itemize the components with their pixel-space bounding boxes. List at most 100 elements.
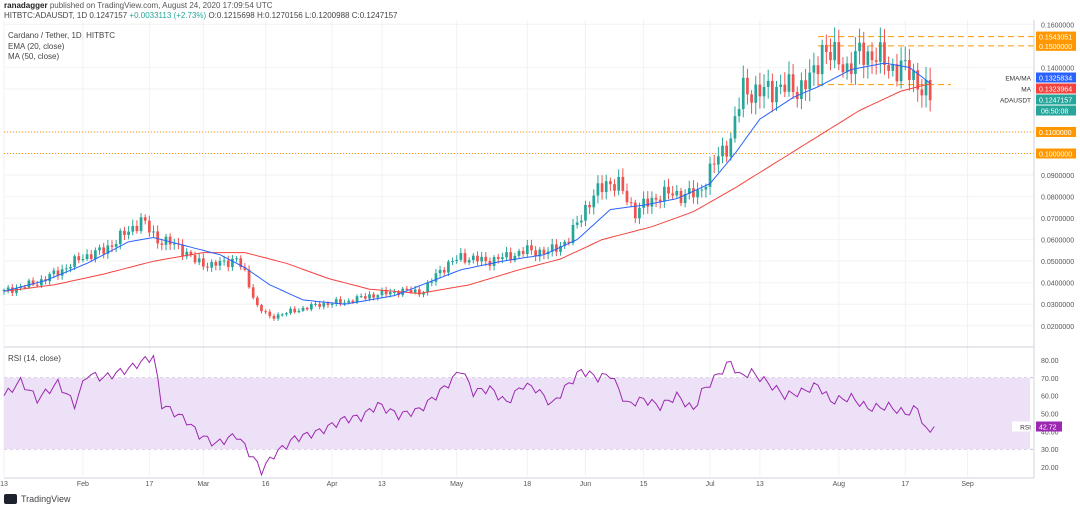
price-chart[interactable]: 0.16000000.14000000.13000000.11000000.10… — [0, 0, 1080, 490]
candle-body — [73, 256, 76, 267]
price-label-value: 0.1323964 — [1039, 87, 1072, 94]
publisher-name[interactable]: ranadagger — [4, 1, 48, 10]
candle-body — [442, 269, 446, 273]
price-label-value-bg — [1036, 94, 1076, 105]
candle-body — [127, 231, 130, 236]
candle-body — [123, 230, 126, 236]
candle-body — [596, 183, 600, 196]
tradingview-logo-icon — [4, 494, 17, 504]
candle-body — [189, 251, 193, 256]
candle-body — [409, 289, 413, 293]
candle-body — [268, 311, 272, 317]
brand-name: TradingView — [21, 494, 71, 504]
candle-body — [318, 303, 321, 307]
level-label: 0.1543051 — [1036, 31, 1076, 42]
price-label-name-bg — [986, 94, 1032, 105]
price-tick-label: 0.0900000 — [1041, 173, 1074, 180]
price-label-name: EMA/MA — [1005, 76, 1031, 83]
chart-title: Cardano / Tether, 1D, HITBTC — [8, 31, 116, 40]
price-label-value-bg — [1036, 72, 1076, 83]
candle-body — [231, 258, 234, 267]
candle-body — [156, 231, 160, 244]
candle-body — [351, 300, 355, 303]
price-label: MA 0.1323964 — [986, 83, 1076, 94]
candle-body — [538, 249, 542, 257]
level-label-bg — [1036, 40, 1076, 51]
publish-info: ranadagger published on TradingView.com,… — [4, 1, 272, 10]
footer-brand[interactable]: TradingView — [4, 494, 71, 504]
candle-body — [77, 256, 81, 261]
level-label-bg — [1036, 148, 1076, 159]
candle-body — [185, 251, 189, 257]
price-tick-label: 0.0600000 — [1041, 238, 1074, 245]
candle-body — [297, 310, 301, 313]
time-axis: 13 Feb 17 Mar 16 Apr 13 May 18 Jun 15 Jul 13 Aug 17 Sep — [0, 481, 974, 488]
candle-body — [69, 266, 72, 269]
candle-body — [505, 252, 508, 258]
candle-body — [131, 225, 135, 232]
candle-body — [218, 260, 222, 266]
candle-body — [272, 316, 276, 319]
candle-body — [928, 79, 932, 101]
candle-body — [285, 313, 288, 315]
candle-body — [314, 303, 317, 305]
candle-body — [264, 311, 268, 313]
price-tick-label: 0.0300000 — [1041, 302, 1074, 309]
candle-body — [924, 79, 928, 96]
candle-body — [683, 193, 687, 204]
candle-body — [841, 64, 845, 73]
time-tick-label: 15 — [640, 481, 648, 488]
time-tick-label: Jul — [706, 481, 715, 488]
ma-legend[interactable]: MA (50, close) — [8, 52, 60, 61]
horizontal-levels — [4, 36, 1034, 155]
price-label-value-bg — [1036, 83, 1076, 94]
candle-body — [845, 63, 849, 73]
candle-body — [27, 280, 31, 288]
candle-body — [725, 145, 729, 157]
candle-body — [143, 217, 147, 221]
candle-body — [733, 116, 737, 139]
candle-body — [15, 288, 18, 293]
candle-body — [139, 217, 143, 232]
candle-body — [750, 94, 753, 103]
time-tick-label: 13 — [0, 481, 8, 488]
candle-body — [501, 257, 504, 259]
candle-body — [110, 245, 114, 247]
candle-body — [663, 186, 666, 202]
ema-legend[interactable]: EMA (20, close) — [8, 42, 65, 51]
price-label-name: MA — [1021, 87, 1031, 94]
candle-body — [770, 80, 774, 103]
candle-body — [206, 266, 209, 268]
time-tick-label: Jun — [580, 481, 591, 488]
candle-body — [870, 51, 874, 61]
candle-body — [708, 163, 712, 187]
candle-body — [525, 245, 529, 255]
candle-body — [559, 245, 562, 252]
candle-body — [737, 109, 741, 117]
time-tick-label: 13 — [756, 481, 764, 488]
level-label: 0.1500000 — [1036, 40, 1076, 51]
candle-body — [617, 176, 621, 191]
level-label-text: 0.1000000 — [1039, 152, 1072, 159]
level-label: 0.1000000 — [1036, 148, 1076, 159]
level-label-text: 0.1100000 — [1039, 130, 1072, 137]
candle-body — [555, 244, 558, 252]
candle-body — [102, 247, 106, 254]
candle-body — [48, 274, 52, 282]
price-axis: 0.16000000.14000000.13000000.11000000.10… — [1036, 22, 1076, 472]
candle-body — [326, 303, 330, 305]
countdown-text: 06:50:08 — [1041, 109, 1068, 116]
candle-body — [633, 202, 637, 219]
candle-body — [625, 190, 629, 203]
candle-body — [260, 305, 263, 312]
candle-body — [343, 302, 346, 304]
candle-body — [829, 51, 832, 61]
rsi-legend[interactable]: RSI (14, close) — [8, 354, 61, 363]
candle-body — [509, 252, 513, 261]
candle-body — [513, 255, 517, 261]
candle-body — [550, 244, 554, 252]
candle-body — [251, 287, 255, 298]
candle-body — [426, 282, 429, 293]
candle-body — [775, 86, 778, 103]
candle-body — [712, 163, 716, 165]
